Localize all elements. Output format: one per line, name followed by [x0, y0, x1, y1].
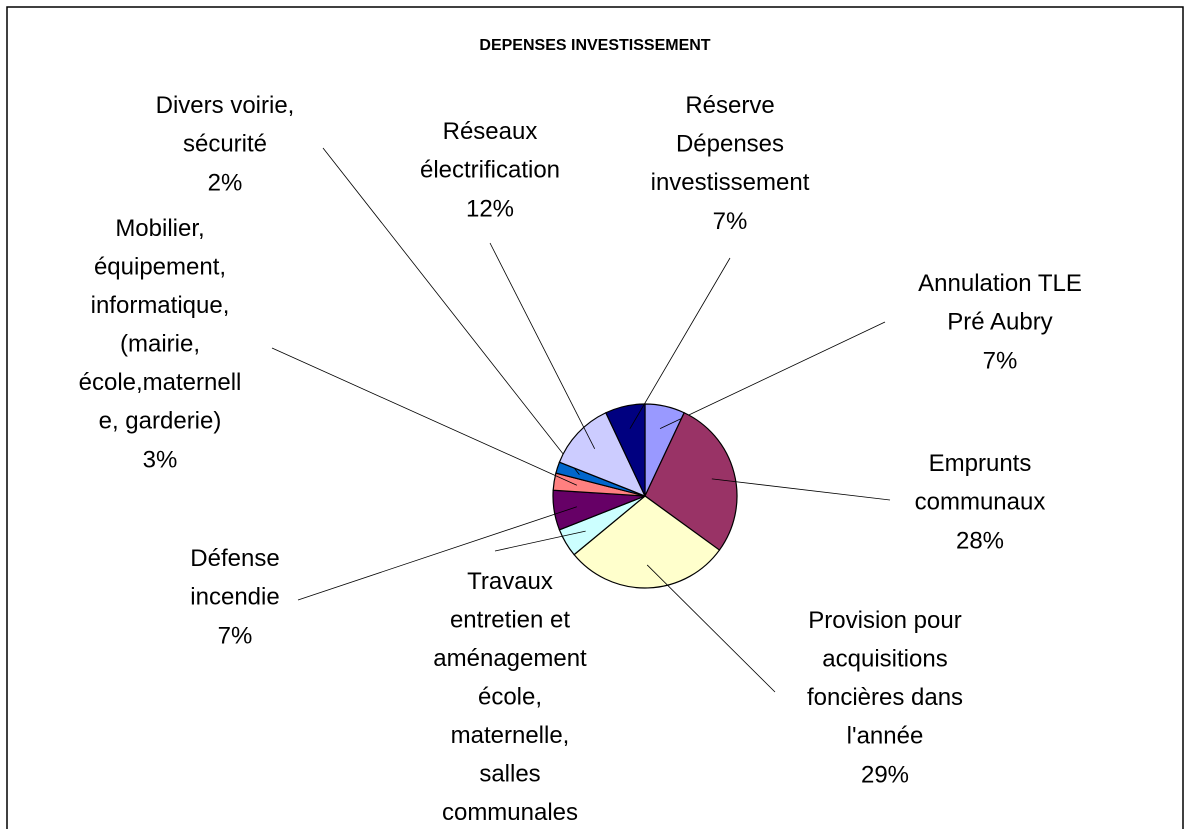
leader-line — [297, 506, 577, 601]
leader-line — [322, 147, 580, 475]
chart-title: DEPENSES INVESTISSEMENT — [479, 37, 710, 54]
value-label: 29% — [861, 761, 909, 788]
label-line: Défense — [190, 545, 279, 572]
label-line: Annulation TLE — [918, 270, 1082, 297]
label-line: Réseaux — [443, 118, 538, 145]
label-line: école, — [478, 684, 542, 711]
label-line: investissement — [651, 169, 810, 196]
label-line: communaux — [915, 489, 1046, 516]
label-line: électrification — [420, 157, 560, 184]
label-line: incendie — [190, 584, 279, 611]
value-label: 28% — [956, 527, 1004, 554]
value-label: 2% — [208, 169, 243, 196]
label-line: maternelle, — [451, 722, 570, 749]
slice-label: Annulation TLE Pré Aubry — [918, 270, 1082, 336]
slice-label: Divers voirie, sécurité — [156, 92, 295, 158]
value-label: 12% — [466, 195, 514, 222]
leader-line — [494, 530, 586, 552]
pie-slice — [644, 411, 738, 551]
leader-line — [711, 478, 891, 501]
label-line: équipement, — [94, 254, 226, 281]
label-line: aménagement — [433, 645, 587, 672]
value-label: 3% — [143, 446, 178, 473]
label-line: Mobilier, — [115, 215, 204, 242]
leader-line — [489, 242, 596, 449]
label-line: sécurité — [183, 131, 267, 158]
slice-label: Travaux entretien et aménagement école, mate… — [433, 568, 587, 826]
pie-slice — [558, 411, 647, 498]
label-line: Provision pour — [808, 607, 961, 634]
leader-line — [646, 564, 776, 693]
label-line: Dépenses — [676, 131, 784, 158]
pie-slice — [573, 495, 721, 589]
label-line: acquisitions — [822, 646, 947, 673]
slice-label: Mobilier, équipement, informatique, (mairie… — [79, 215, 242, 435]
slice-label: Défense incendie — [190, 545, 279, 611]
slice-label: Provision pour acquisitions foncières dans… — [807, 607, 963, 750]
label-line: salles — [479, 761, 540, 788]
label-line: entretien et — [450, 607, 570, 634]
label-line: Pré Aubry — [947, 309, 1052, 336]
label-line: Emprunts — [929, 450, 1032, 477]
label-line: Divers voirie, — [156, 92, 295, 119]
leader-line — [659, 321, 886, 430]
value-label: 7% — [218, 622, 253, 649]
value-label: 7% — [713, 208, 748, 235]
label-line: l'année — [847, 723, 924, 750]
label-line: Réserve — [685, 92, 774, 119]
slice-label: Réseaux électrification — [420, 118, 560, 184]
label-line: foncières dans — [807, 684, 963, 711]
label-line: e, garderie) — [99, 408, 222, 435]
pie-slice — [605, 403, 646, 497]
label-line: Travaux — [467, 568, 553, 595]
label-line: informatique, — [91, 292, 230, 319]
leader-line — [271, 347, 578, 486]
leader-line — [629, 257, 731, 429]
slice-label: Réserve Dépenses investissement — [651, 92, 810, 196]
label-line: (mairie, — [120, 331, 200, 358]
slice-label: Emprunts communaux — [915, 450, 1046, 516]
value-label: 7% — [983, 347, 1018, 374]
label-line: école,maternell — [79, 369, 242, 396]
label-line: communales — [442, 799, 578, 826]
